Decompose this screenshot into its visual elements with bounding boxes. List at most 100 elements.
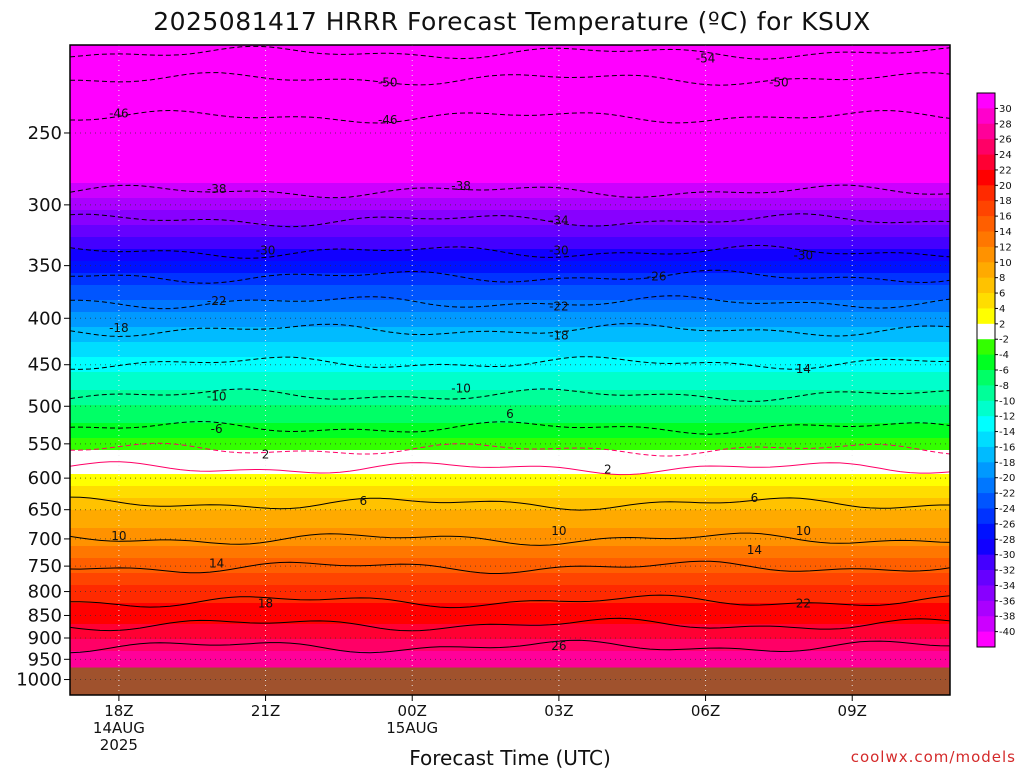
colorbar-swatch [977, 400, 995, 417]
temperature-band [70, 501, 950, 505]
temperature-band [70, 639, 950, 643]
temperature-band [70, 417, 950, 421]
colorbar-swatch [977, 293, 995, 309]
contour-label: 18 [258, 597, 273, 611]
y-tick-label: 400 [28, 308, 62, 329]
temperature-band [70, 474, 950, 478]
colorbar-swatch [977, 277, 995, 294]
colorbar-label: 28 [999, 119, 1012, 130]
x-tick-label: 00Z [398, 702, 427, 720]
temperature-band [70, 225, 950, 229]
temperature-band [70, 141, 950, 145]
temperature-band [70, 285, 950, 289]
temperature-band [70, 138, 950, 142]
temperature-band [70, 462, 950, 466]
x-tick-label: 03Z [544, 702, 573, 720]
temperature-band [70, 288, 950, 292]
temperature-band [70, 477, 950, 481]
isotherm-line [70, 356, 950, 370]
colorbar-label: -10 [999, 396, 1015, 407]
colorbar-swatch [977, 108, 995, 125]
temperature-band [70, 66, 950, 70]
temperature-band [70, 210, 950, 214]
temperature-band [70, 195, 950, 199]
temperature-band [70, 615, 950, 619]
contour-label: -54 [696, 52, 716, 66]
colorbar-label: -4 [999, 350, 1009, 361]
contour-label: -50 [769, 76, 789, 90]
isotherm-line [70, 323, 950, 337]
temperature-band [70, 351, 950, 355]
temperature-band [70, 234, 950, 238]
colorbar-swatch [977, 246, 995, 263]
temperature-band [70, 432, 950, 436]
contour-label: -18 [549, 329, 569, 343]
isotherm-line [70, 594, 950, 609]
colorbar-label: -40 [999, 627, 1015, 638]
colorbar-label: -36 [999, 596, 1015, 607]
colorbar-label: -28 [999, 535, 1015, 546]
temperature-band [70, 366, 950, 370]
temperature-band [70, 129, 950, 133]
x-tick-label: 15AUG [386, 719, 438, 737]
colorbar-label: -24 [999, 504, 1015, 515]
colorbar-swatch [977, 93, 995, 109]
colorbar-label: -34 [999, 581, 1015, 592]
temperature-band [70, 555, 950, 559]
temperature-band [70, 576, 950, 580]
contour-label: -10 [451, 382, 471, 396]
colorbar-label: 2 [999, 319, 1005, 330]
temperature-band [70, 471, 950, 475]
temperature-band [70, 348, 950, 352]
contour-label: 6 [751, 491, 759, 505]
contour-label: -50 [378, 76, 398, 90]
temperature-band [70, 45, 950, 49]
colorbar-label: 8 [999, 273, 1005, 284]
contour-label: -6 [211, 422, 223, 436]
isotherm-line [70, 639, 950, 654]
colorbar-swatch [977, 262, 995, 279]
temperature-band [70, 84, 950, 88]
colorbar-swatch [977, 200, 995, 217]
contour-label: -46 [109, 107, 129, 121]
isotherm-line [70, 496, 950, 511]
temperature-band [70, 102, 950, 106]
temperature-band [70, 345, 950, 349]
colorbar-swatch [977, 231, 995, 248]
temperature-bands [70, 45, 950, 670]
temperature-band [70, 663, 950, 667]
y-tick-label: 950 [28, 649, 62, 670]
temperature-band [70, 378, 950, 382]
temperature-band [70, 447, 950, 451]
temperature-band [70, 603, 950, 607]
contour-label: -30 [549, 244, 569, 258]
temperature-band [70, 60, 950, 64]
temperature-band [70, 282, 950, 286]
colorbar-swatch [977, 616, 995, 633]
temperature-band [70, 660, 950, 664]
temperature-band [70, 174, 950, 178]
contour-label: -38 [207, 182, 227, 196]
temperature-band [70, 438, 950, 442]
isotherm-line [70, 213, 950, 228]
temperature-band [70, 123, 950, 127]
temperature-band [70, 480, 950, 484]
temperature-band [70, 531, 950, 535]
temperature-band [70, 126, 950, 130]
temperature-band [70, 204, 950, 208]
temperature-band [70, 573, 950, 577]
contour-label: -22 [549, 299, 569, 313]
isotherm-line [70, 560, 950, 574]
y-tick-label: 1000 [16, 670, 62, 691]
temperature-band [70, 657, 950, 661]
colorbar-swatch [977, 339, 995, 356]
temperature-band [70, 198, 950, 202]
contour-label: 2 [262, 447, 270, 461]
contour-label: -10 [207, 390, 227, 404]
colorbar-label: -16 [999, 442, 1015, 453]
temperature-band [70, 270, 950, 274]
temperature-band [70, 327, 950, 331]
temperature-band [70, 156, 950, 160]
x-tick-label: 09Z [838, 702, 867, 720]
